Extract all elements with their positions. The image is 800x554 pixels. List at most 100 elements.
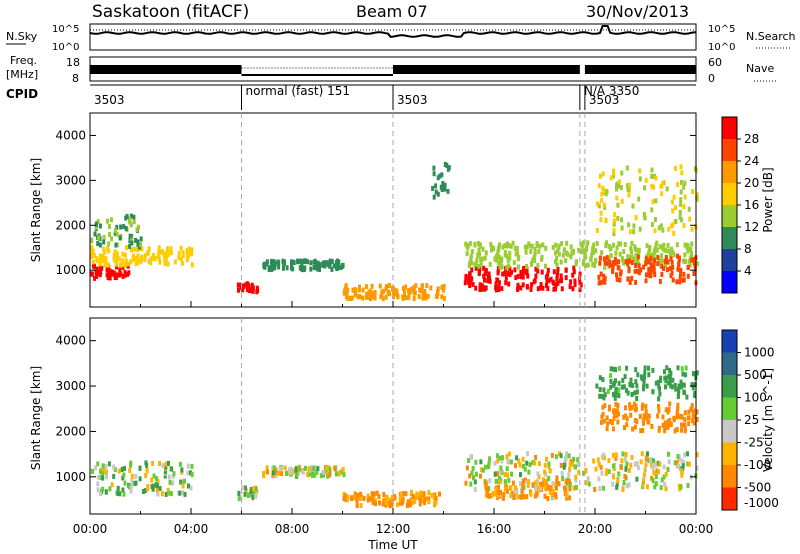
heatmap-cell — [110, 271, 114, 277]
heatmap-cell — [96, 461, 100, 467]
heatmap-cell — [609, 175, 613, 181]
heatmap-cell — [426, 293, 430, 299]
heatmap-cell — [669, 370, 673, 376]
heatmap-cell — [132, 219, 136, 225]
heatmap-cell — [238, 282, 242, 288]
heatmap-cell — [571, 286, 575, 292]
heatmap-cell — [138, 244, 141, 250]
heatmap-cell — [156, 479, 160, 484]
heatmap-cell — [612, 392, 615, 398]
power-colorbar-tick-label-5: 8 — [744, 242, 752, 256]
heatmap-cell — [130, 247, 133, 253]
heatmap-cell — [692, 260, 696, 266]
heatmap-cell — [350, 295, 354, 301]
heatmap-cell — [519, 472, 522, 478]
heatmap-cell — [464, 273, 468, 279]
heatmap-cell — [377, 494, 381, 500]
heatmap-cell — [281, 265, 285, 271]
heatmap-cell — [612, 228, 616, 233]
heatmap-cell — [406, 501, 410, 507]
heatmap-cell — [617, 179, 621, 185]
heatmap-cell — [619, 241, 622, 247]
heatmap-cell — [568, 495, 572, 501]
heatmap-cell — [666, 259, 670, 265]
heatmap-cell — [647, 413, 651, 419]
heatmap-cell — [160, 491, 164, 497]
heatmap-cell — [584, 254, 588, 260]
heatmap-cell — [288, 470, 292, 476]
heatmap-cell — [543, 485, 547, 491]
heatmap-cell — [551, 244, 555, 250]
heatmap-cell — [564, 455, 568, 461]
heatmap-cell — [647, 365, 650, 371]
heatmap-cell — [685, 394, 689, 400]
heatmap-cell — [145, 468, 149, 473]
heatmap-cell — [431, 185, 435, 191]
heatmap-cell — [537, 474, 541, 480]
heatmap-cell — [112, 270, 116, 276]
heatmap-cell — [470, 276, 474, 282]
heatmap-cell — [371, 499, 375, 505]
heatmap-cell — [642, 264, 646, 270]
heatmap-cell — [342, 290, 346, 296]
heatmap-cell — [604, 471, 608, 476]
heatmap-cell — [337, 261, 340, 267]
heatmap-cell — [549, 276, 553, 282]
heatmap-cell — [552, 269, 556, 275]
heatmap-cell — [624, 413, 628, 419]
heatmap-cell — [103, 262, 107, 268]
heatmap-cell — [251, 285, 255, 291]
heatmap-cell — [511, 480, 515, 486]
heatmap-cell — [565, 492, 569, 498]
heatmap-cell — [105, 218, 109, 224]
heatmap-cell — [237, 490, 241, 496]
heatmap-cell — [664, 471, 668, 477]
heatmap-cell — [675, 413, 679, 419]
heatmap-cell — [476, 252, 480, 258]
heatmap-cell — [613, 408, 617, 414]
heatmap-cell — [129, 259, 133, 265]
heatmap-cell — [673, 383, 677, 388]
heatmap-cell — [505, 264, 509, 270]
heatmap-cell — [486, 278, 490, 284]
heatmap-cell — [645, 272, 648, 278]
heatmap-cell — [687, 258, 691, 264]
heatmap-cell — [677, 483, 681, 489]
heatmap-cell — [649, 255, 653, 261]
heatmap-cell — [153, 256, 157, 261]
heatmap-cell — [633, 390, 637, 396]
heatmap-cell — [649, 273, 653, 279]
heatmap-cell — [656, 379, 660, 385]
heatmap-cell — [690, 403, 694, 409]
heatmap-cell — [425, 283, 429, 289]
heatmap-cell — [105, 474, 108, 480]
heatmap-cell — [674, 205, 678, 210]
heatmap-cell — [244, 488, 248, 494]
heatmap-cell — [463, 280, 467, 286]
heatmap-cell — [626, 276, 630, 282]
heatmap-cell — [627, 482, 631, 488]
heatmap-cell — [615, 182, 618, 188]
heatmap-cell — [470, 470, 474, 476]
heatmap-cell — [360, 494, 363, 500]
heatmap-cell — [163, 473, 167, 479]
heatmap-cell — [171, 473, 175, 479]
heatmap-cell — [126, 261, 130, 267]
heatmap-cell — [631, 383, 635, 388]
heatmap-cell — [574, 464, 577, 470]
heatmap-cell — [129, 222, 133, 228]
heatmap-cell — [664, 407, 668, 413]
heatmap-cell — [552, 280, 556, 286]
heatmap-cell — [484, 268, 488, 274]
heatmap-cell — [144, 473, 148, 478]
heatmap-cell — [440, 187, 444, 192]
heatmap-cell — [536, 262, 540, 268]
heatmap-cell — [128, 219, 132, 225]
freq-tick-bottom: 8 — [72, 72, 79, 85]
heatmap-cell — [683, 417, 687, 423]
heatmap-cell — [653, 258, 656, 264]
heatmap-cell — [533, 258, 536, 263]
heatmap-cell — [692, 408, 696, 414]
heatmap-cell — [662, 266, 665, 271]
heatmap-cell — [496, 268, 500, 274]
